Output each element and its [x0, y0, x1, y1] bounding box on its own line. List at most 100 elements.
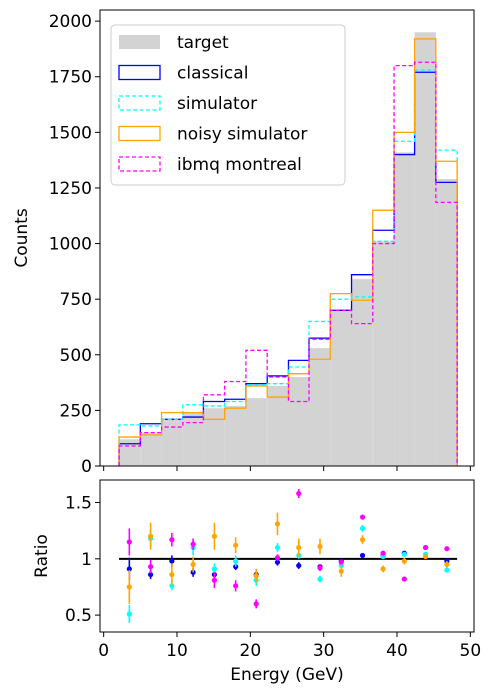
series-step-simulator: [118, 69, 458, 466]
ratio-point-simulator-7: [274, 544, 281, 551]
y-tick-label-1000: 1000: [49, 235, 92, 255]
series-step-classical: [118, 71, 458, 466]
target-bar-14: [414, 32, 436, 467]
target-bar-2: [161, 419, 183, 466]
legend-swatch-simulator: [118, 95, 161, 111]
target-bar-10: [330, 310, 352, 466]
ratio-point-simulator-11: [359, 525, 366, 532]
ratio-point-simulator-9: [317, 576, 323, 582]
ratio-point-simulator-5: [233, 558, 239, 564]
legend-swatch-noisy-simulator: [118, 125, 161, 142]
ratio-point-noisy-simulator-6: [253, 573, 259, 579]
legend-box: [110, 24, 346, 186]
target-bar-1: [140, 432, 162, 466]
target-bar-4: [203, 408, 225, 466]
y-axis-label: Counts: [12, 208, 32, 267]
ratio-point-ibmq-montreal-8: [296, 490, 302, 497]
ratio-point-noisy-simulator-0: [126, 584, 132, 590]
series-step-noisy-simulator: [118, 38, 458, 466]
ratio-point-noisy-simulator-10: [338, 568, 344, 574]
legend-swatch-classical: [118, 64, 161, 81]
ratio-point-noisy-simulator-8: [296, 544, 302, 551]
legend-swatch-target: [119, 35, 160, 49]
ratio-point-ibmq-montreal-11: [359, 514, 366, 520]
target-bar-9: [309, 348, 331, 466]
ratio-point-ibmq-montreal-13: [401, 576, 407, 582]
ratio-y-tick-label-0: 0.5: [65, 606, 92, 626]
y-tick-label-750: 750: [60, 290, 92, 310]
y-tick-label-1250: 1250: [49, 179, 92, 199]
ratio-point-ibmq-montreal-4: [211, 577, 217, 583]
ratio-point-ibmq-montreal-7: [274, 555, 281, 561]
series-step-ibmq-montreal: [118, 61, 458, 466]
x-tick-label-40: 40: [386, 641, 408, 661]
ratio-point-noisy-simulator-9: [317, 543, 323, 550]
ratio-point-classical-7: [274, 559, 281, 565]
y-tick-label-2000: 2000: [49, 12, 92, 32]
ratio-y-tick-label-1: 1: [81, 550, 92, 570]
ratio-point-noisy-simulator-4: [211, 533, 217, 539]
ratio-point-ibmq-montreal-14: [423, 544, 429, 551]
target-bar-3: [182, 412, 204, 466]
x-tick-label-0: 0: [98, 641, 109, 661]
ratio-point-noisy-simulator-1: [148, 533, 154, 539]
legend-label-classical: classical: [177, 64, 248, 84]
ratio-point-noisy-simulator-3: [190, 561, 196, 568]
ratio-point-noisy-simulator-13: [401, 558, 407, 564]
y-tick-label-1750: 1750: [49, 68, 92, 88]
ratio-point-classical-8: [296, 562, 302, 569]
histogram-panel: 0 250 500 750 1000 1250 1500 1750 2000 Counts targ…: [12, 9, 475, 477]
ratio-point-ibmq-montreal-3: [190, 541, 196, 547]
ratio-point-simulator-13: [401, 551, 407, 557]
ratio-y-axis-label: Ratio: [32, 534, 52, 578]
y-tick-label-500: 500: [60, 346, 92, 366]
legend-label-ibmq-montreal: ibmq montreal: [177, 155, 302, 175]
ratio-point-classical-0: [126, 566, 132, 572]
ratio-point-ibmq-montreal-6: [253, 601, 259, 607]
target-bar-15: [435, 179, 458, 467]
x-tick-label-10: 10: [166, 641, 188, 661]
x-tick-label-20: 20: [240, 641, 262, 661]
ratio-point-noisy-simulator-2: [169, 571, 175, 578]
target-bar-6: [245, 398, 268, 466]
ratio-point-classical-1: [148, 571, 154, 578]
ratio-point-ibmq-montreal-5: [233, 583, 239, 589]
legend-label-simulator: simulator: [177, 94, 257, 114]
ratio-point-noisy-simulator-11: [359, 537, 366, 543]
ratio-point-noisy-simulator-12: [380, 566, 386, 572]
ratio-point-ibmq-montreal-15: [444, 546, 450, 552]
ratio-point-ibmq-montreal-1: [148, 564, 154, 570]
legend-label-noisy-simulator: noisy simulator: [177, 125, 307, 145]
y-tick-label-1500: 1500: [49, 123, 92, 143]
target-bar-11: [351, 279, 373, 466]
ratio-point-classical-2: [169, 558, 175, 564]
ratio-y-tick-label-2: 1.5: [65, 494, 92, 514]
ratio-point-simulator-0: [126, 611, 132, 617]
ratio-point-noisy-simulator-15: [444, 561, 450, 568]
ratio-point-noisy-simulator-14: [423, 553, 429, 560]
ratio-point-ibmq-montreal-9: [317, 565, 323, 571]
ratio-point-noisy-simulator-7: [274, 521, 281, 527]
ratio-point-ibmq-montreal-12: [380, 550, 386, 556]
legend-swatch-ibmq-montreal: [118, 156, 161, 172]
target-bar-7: [267, 385, 289, 466]
y-tick-label-0: 0: [81, 457, 92, 477]
ratio-panel: 0.5 1 1.5 0 10 20 30 40 50 Energy (GeV) Ratio: [32, 479, 482, 685]
ratio-point-ibmq-montreal-10: [338, 559, 344, 565]
histogram-axes-frame: [99, 9, 475, 467]
x-tick-label-50: 50: [460, 641, 482, 661]
x-tick-label-30: 30: [313, 641, 335, 661]
ratio-point-noisy-simulator-5: [233, 542, 239, 548]
x-axis-label: Energy (GeV): [230, 665, 343, 685]
ratio-point-simulator-4: [211, 566, 217, 572]
target-bar-8: [288, 377, 309, 466]
y-tick-label-250: 250: [60, 401, 92, 421]
ratio-point-classical-11: [359, 552, 366, 559]
ratio-point-ibmq-montreal-2: [169, 537, 175, 543]
legend-label-target: target: [177, 33, 229, 53]
target-bar-12: [372, 241, 395, 466]
ratio-point-simulator-15: [444, 567, 450, 573]
ratio-point-ibmq-montreal-0: [126, 539, 132, 545]
target-bar-5: [224, 405, 246, 466]
